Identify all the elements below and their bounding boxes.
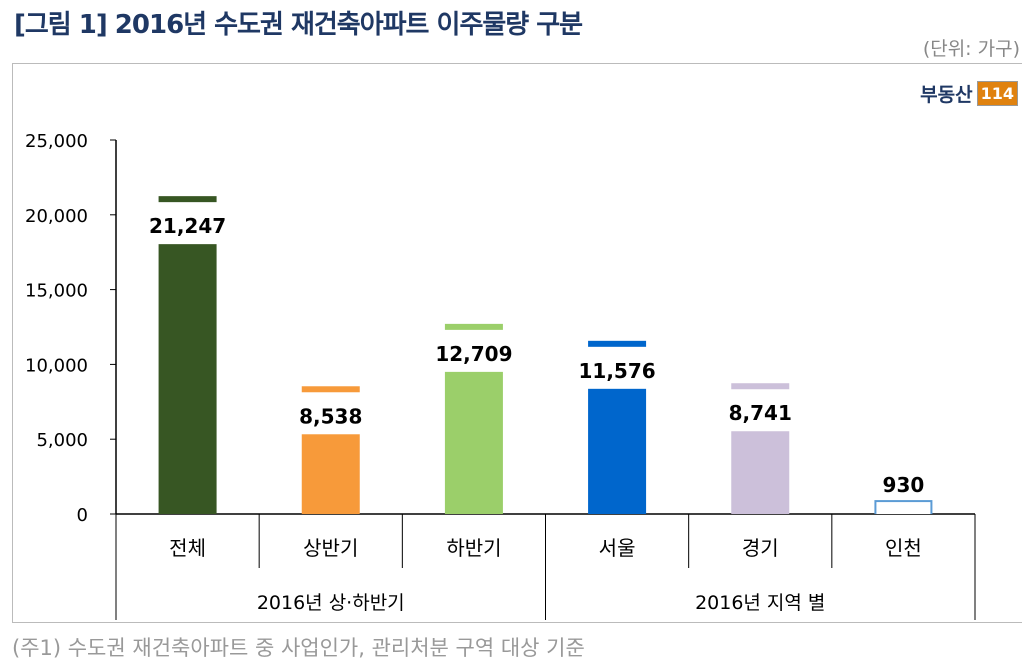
data-label: 930 (883, 473, 925, 497)
y-tick-label: 25,000 (25, 131, 88, 152)
x-tick-label: 서울 (599, 536, 636, 560)
x-tick-label: 하반기 (446, 536, 501, 560)
bar-label-background (729, 389, 792, 432)
bar-inner (876, 502, 931, 514)
bar-label-background (586, 346, 649, 389)
bar-label-background (442, 329, 505, 372)
logo-text: 부동산 (920, 84, 973, 106)
y-tick-label: 15,000 (25, 281, 88, 302)
footnote: (주1) 수도권 재건축아파트 중 사업인가, 관리처분 구역 대상 기준 (12, 636, 585, 660)
x-tick-label: 전체 (169, 536, 206, 560)
y-tick-label: 10,000 (25, 355, 88, 376)
y-tick-label: 0 (77, 505, 88, 526)
data-label: 8,538 (299, 404, 362, 428)
chart-panel (12, 63, 1022, 623)
data-label: 21,247 (149, 214, 226, 238)
y-tick-label: 20,000 (25, 206, 88, 227)
group-label: 2016년 상·하반기 (257, 592, 405, 614)
bar-전체 (158, 196, 217, 514)
x-tick-label: 인천 (885, 536, 922, 560)
bar-label-background (156, 202, 219, 245)
group-label: 2016년 지역 별 (695, 592, 825, 614)
x-tick-label: 경기 (742, 536, 779, 560)
logo-box: 114 (976, 81, 1018, 106)
data-label: 11,576 (578, 359, 655, 383)
y-tick-label: 5,000 (36, 430, 88, 451)
data-label: 12,709 (435, 342, 512, 366)
data-label: 8,741 (729, 401, 792, 425)
unit-label: (단위: 가구) (922, 38, 1020, 60)
logo: 부동산 114 (920, 80, 1018, 107)
bar-label-background (299, 392, 362, 435)
figure-title: [그림 1] 2016년 수도권 재건축아파트 이주물량 구분 (14, 10, 583, 40)
x-tick-label: 상반기 (303, 536, 358, 560)
